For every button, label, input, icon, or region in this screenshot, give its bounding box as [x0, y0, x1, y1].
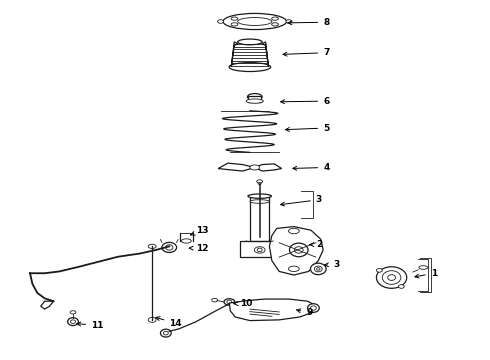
- Ellipse shape: [229, 63, 270, 72]
- Text: 1: 1: [415, 269, 437, 278]
- Text: 10: 10: [234, 299, 252, 308]
- Ellipse shape: [271, 17, 278, 20]
- Text: 12: 12: [189, 244, 209, 253]
- Ellipse shape: [181, 239, 191, 243]
- Ellipse shape: [212, 298, 218, 302]
- Polygon shape: [270, 226, 323, 275]
- Ellipse shape: [398, 285, 404, 288]
- Ellipse shape: [388, 275, 395, 280]
- Ellipse shape: [71, 320, 75, 323]
- Ellipse shape: [148, 318, 156, 322]
- Ellipse shape: [311, 263, 326, 275]
- Text: 6: 6: [281, 96, 329, 105]
- Ellipse shape: [224, 299, 235, 305]
- Bar: [248, 96, 261, 102]
- Ellipse shape: [254, 247, 265, 253]
- Ellipse shape: [258, 183, 261, 184]
- Text: 13: 13: [191, 226, 209, 235]
- Ellipse shape: [163, 331, 168, 335]
- Text: 14: 14: [156, 317, 182, 328]
- Ellipse shape: [223, 13, 287, 30]
- Ellipse shape: [238, 39, 262, 45]
- Ellipse shape: [294, 247, 303, 253]
- Polygon shape: [218, 163, 255, 171]
- Text: 9: 9: [296, 308, 313, 317]
- Ellipse shape: [70, 311, 76, 314]
- Ellipse shape: [317, 268, 320, 270]
- Ellipse shape: [271, 23, 278, 26]
- Ellipse shape: [419, 266, 428, 269]
- Ellipse shape: [286, 20, 292, 23]
- Ellipse shape: [160, 329, 171, 337]
- Text: 7: 7: [283, 48, 330, 57]
- Ellipse shape: [238, 18, 272, 26]
- Ellipse shape: [247, 94, 262, 100]
- Ellipse shape: [257, 248, 262, 252]
- Ellipse shape: [148, 244, 156, 248]
- Text: 2: 2: [310, 240, 322, 249]
- Ellipse shape: [227, 300, 232, 304]
- Polygon shape: [255, 164, 282, 171]
- Ellipse shape: [290, 243, 308, 257]
- Ellipse shape: [382, 271, 401, 284]
- Ellipse shape: [162, 242, 176, 252]
- Ellipse shape: [68, 318, 78, 325]
- Ellipse shape: [250, 200, 270, 203]
- Ellipse shape: [218, 20, 223, 23]
- Ellipse shape: [289, 266, 299, 271]
- Ellipse shape: [376, 269, 382, 272]
- Ellipse shape: [166, 245, 173, 250]
- Text: 8: 8: [288, 18, 329, 27]
- Text: 11: 11: [77, 321, 103, 330]
- Text: 4: 4: [293, 163, 330, 172]
- Polygon shape: [229, 299, 316, 320]
- Ellipse shape: [289, 228, 299, 234]
- Ellipse shape: [311, 306, 317, 310]
- Text: 5: 5: [286, 123, 329, 132]
- Ellipse shape: [246, 99, 263, 103]
- Ellipse shape: [257, 180, 263, 183]
- Ellipse shape: [250, 165, 260, 170]
- Ellipse shape: [308, 304, 319, 312]
- Ellipse shape: [248, 194, 271, 198]
- Ellipse shape: [376, 267, 407, 288]
- Text: 3: 3: [281, 195, 322, 206]
- Text: 3: 3: [324, 260, 339, 269]
- Ellipse shape: [231, 23, 238, 26]
- Bar: [240, 241, 279, 257]
- Ellipse shape: [231, 17, 238, 20]
- Ellipse shape: [315, 266, 322, 272]
- Bar: [250, 196, 270, 241]
